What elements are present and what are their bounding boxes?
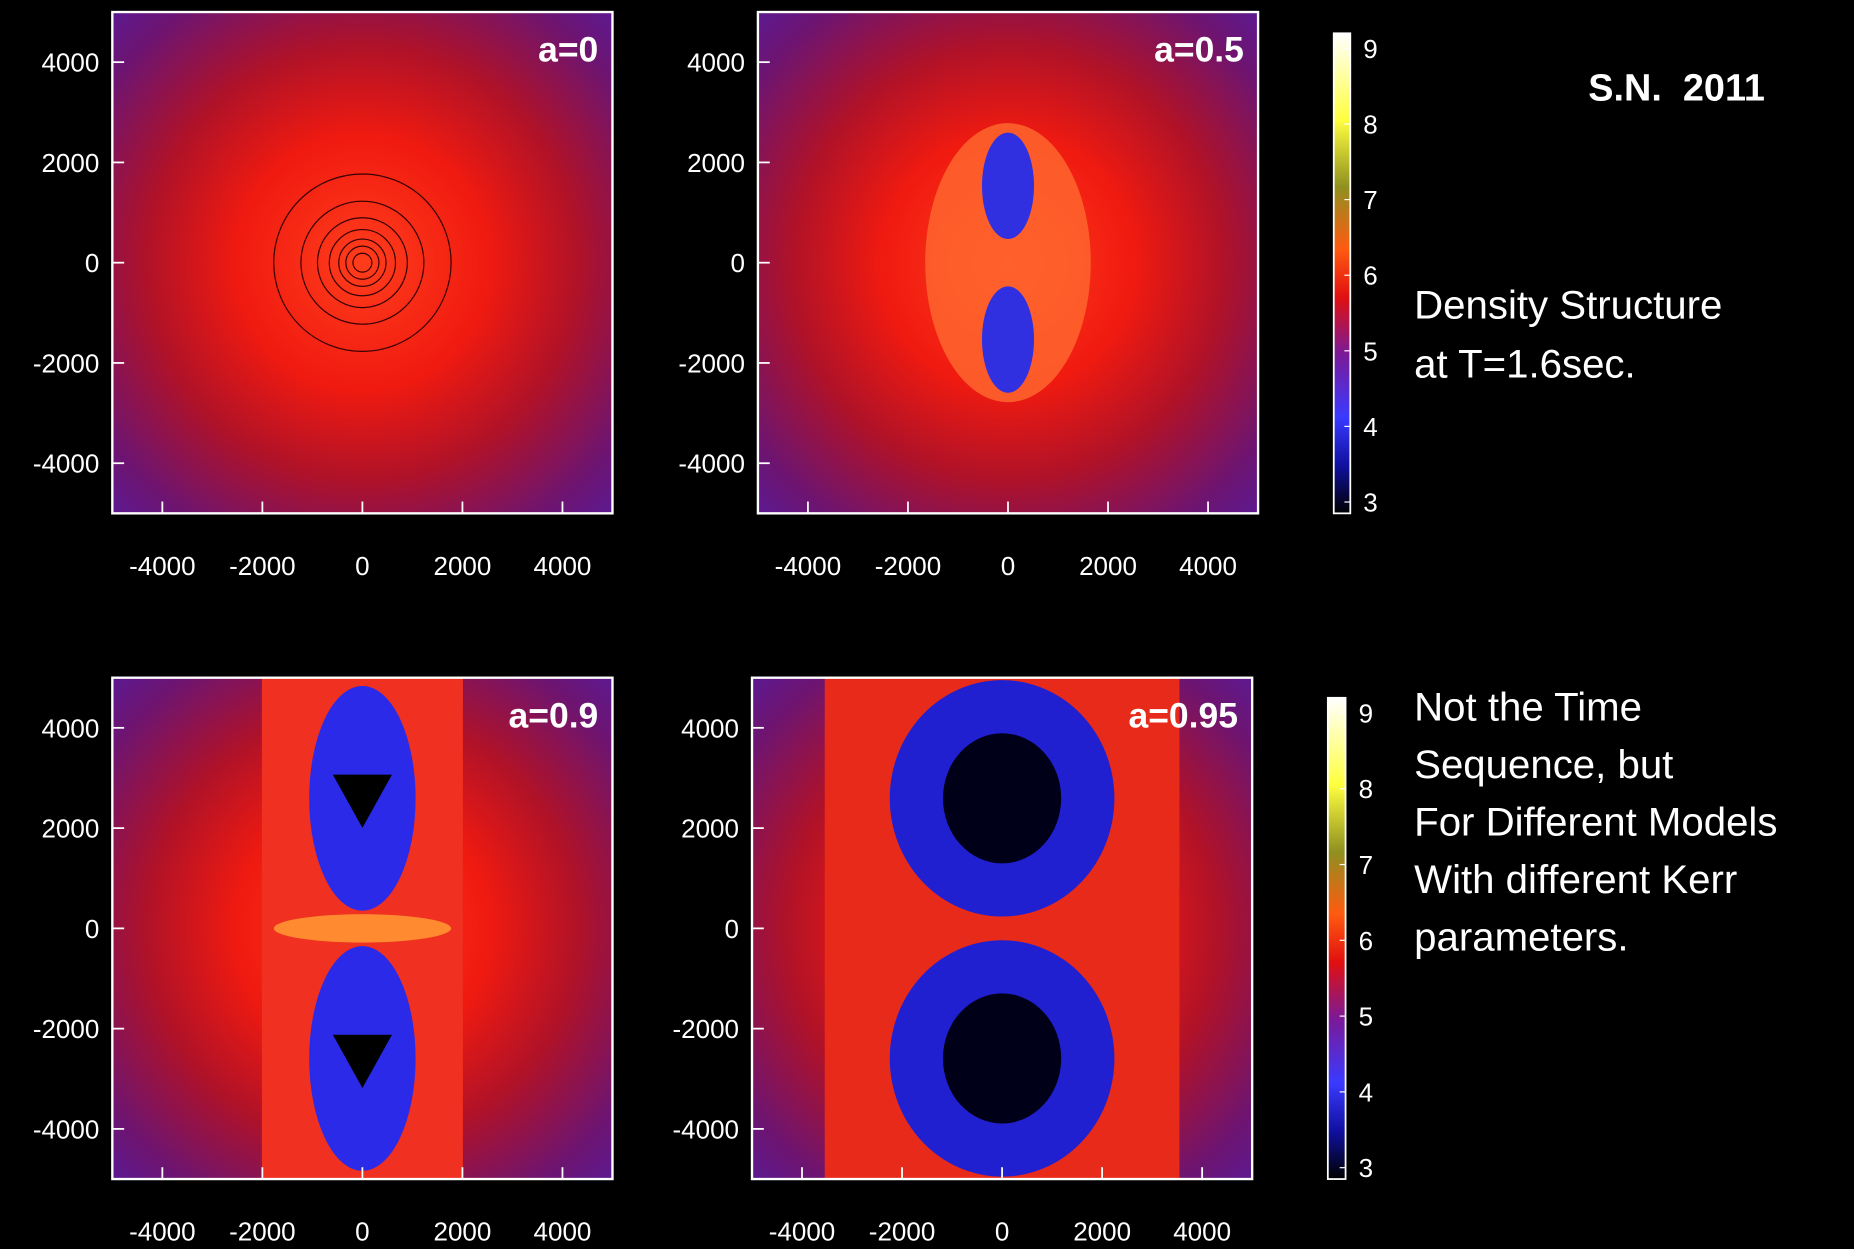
cavity — [942, 993, 1062, 1124]
y-tick-label: 2000 — [681, 814, 739, 844]
colorbar-tick-label: 5 — [1363, 336, 1377, 366]
contour — [345, 245, 380, 280]
x-tick-label: 0 — [355, 1217, 369, 1247]
caption-line: Sequence, but — [1414, 742, 1673, 787]
y-tick-label: -4000 — [33, 1114, 100, 1144]
x-tick-label: 4000 — [534, 551, 592, 581]
contour — [338, 238, 387, 287]
colorbar-tick-label: 8 — [1359, 774, 1373, 804]
x-tick-label: 2000 — [1073, 1217, 1131, 1247]
contour — [352, 252, 373, 273]
panel — [112, 12, 613, 514]
y-tick-label: 0 — [725, 914, 739, 944]
colorbar — [1326, 696, 1347, 1180]
y-tick-label: 0 — [85, 248, 99, 278]
density-map — [112, 12, 613, 514]
y-tick-label: -2000 — [33, 348, 100, 378]
contour — [300, 200, 425, 325]
cavity — [942, 733, 1062, 864]
panel — [112, 677, 613, 1180]
caption-line: With different Kerr — [1414, 857, 1737, 902]
panel-label: a=0 — [538, 30, 598, 70]
contour — [328, 228, 397, 297]
y-tick-label: -2000 — [33, 1014, 100, 1044]
panel-label: a=0.5 — [1154, 30, 1244, 70]
caption-line: at T=1.6sec. — [1414, 341, 1636, 386]
x-tick-label: 4000 — [1173, 1217, 1231, 1247]
colorbar-tick-label: 8 — [1363, 109, 1377, 139]
caption-line: Not the Time — [1414, 684, 1642, 729]
y-tick-label: -2000 — [678, 348, 745, 378]
caption-line: parameters. — [1414, 915, 1628, 960]
panel — [757, 12, 1259, 514]
core — [273, 914, 452, 943]
panel — [752, 677, 1253, 1180]
x-tick-label: 2000 — [1079, 551, 1137, 581]
y-tick-label: -4000 — [672, 1114, 739, 1144]
colorbar-tick-label: 3 — [1363, 487, 1377, 517]
y-tick-label: 4000 — [41, 48, 99, 78]
x-tick-label: -2000 — [875, 551, 942, 581]
colorbar-tick-label: 9 — [1359, 698, 1373, 728]
y-tick-label: -4000 — [33, 449, 100, 479]
colorbar-tick-label: 6 — [1363, 261, 1377, 291]
y-tick-label: 2000 — [41, 814, 99, 844]
y-tick-label: 0 — [730, 248, 744, 278]
colorbar-tick-label: 5 — [1359, 1002, 1373, 1032]
colorbar-tick-label: 4 — [1359, 1077, 1373, 1107]
panel-label: a=0.9 — [509, 695, 599, 735]
colorbar-tick-label: 7 — [1363, 185, 1377, 215]
y-tick-label: -4000 — [678, 449, 745, 479]
y-tick-label: 0 — [85, 914, 99, 944]
cavity — [332, 1034, 392, 1088]
slide-title: S.N. 2011 — [1588, 68, 1765, 110]
y-tick-label: -2000 — [672, 1014, 739, 1044]
colorbar-tick-label: 9 — [1363, 34, 1377, 64]
x-tick-label: 2000 — [434, 1217, 492, 1247]
colorbar-tick-label: 7 — [1359, 850, 1373, 880]
x-tick-label: 0 — [355, 551, 369, 581]
y-tick-label: 4000 — [681, 713, 739, 743]
colorbar-tick-label: 4 — [1363, 412, 1377, 442]
y-tick-label: 2000 — [687, 148, 745, 178]
panel-label: a=0.95 — [1128, 695, 1237, 735]
x-tick-label: -4000 — [769, 1217, 836, 1247]
colorbar-tick-label: 6 — [1359, 926, 1373, 956]
x-tick-label: 4000 — [1179, 551, 1237, 581]
x-tick-label: 0 — [1001, 551, 1015, 581]
cavity — [332, 774, 392, 828]
contour — [273, 173, 452, 352]
x-tick-label: -2000 — [869, 1217, 936, 1247]
shock — [925, 123, 1091, 403]
x-tick-label: 0 — [995, 1217, 1009, 1247]
x-tick-label: 2000 — [434, 551, 492, 581]
contour — [316, 217, 408, 309]
caption-line: Density Structure — [1414, 282, 1722, 327]
x-tick-label: -2000 — [229, 1217, 296, 1247]
colorbar — [1332, 32, 1352, 515]
x-tick-label: 4000 — [534, 1217, 592, 1247]
y-tick-label: 4000 — [41, 713, 99, 743]
x-tick-label: -4000 — [129, 1217, 196, 1247]
lobe — [981, 286, 1035, 393]
x-tick-label: -2000 — [229, 551, 296, 581]
x-tick-label: -4000 — [775, 551, 842, 581]
caption-line: For Different Models — [1414, 799, 1777, 844]
lobe — [981, 132, 1035, 240]
x-tick-label: -4000 — [129, 551, 196, 581]
colorbar-tick-label: 3 — [1359, 1153, 1373, 1183]
y-tick-label: 4000 — [687, 48, 745, 78]
y-tick-label: 2000 — [41, 148, 99, 178]
